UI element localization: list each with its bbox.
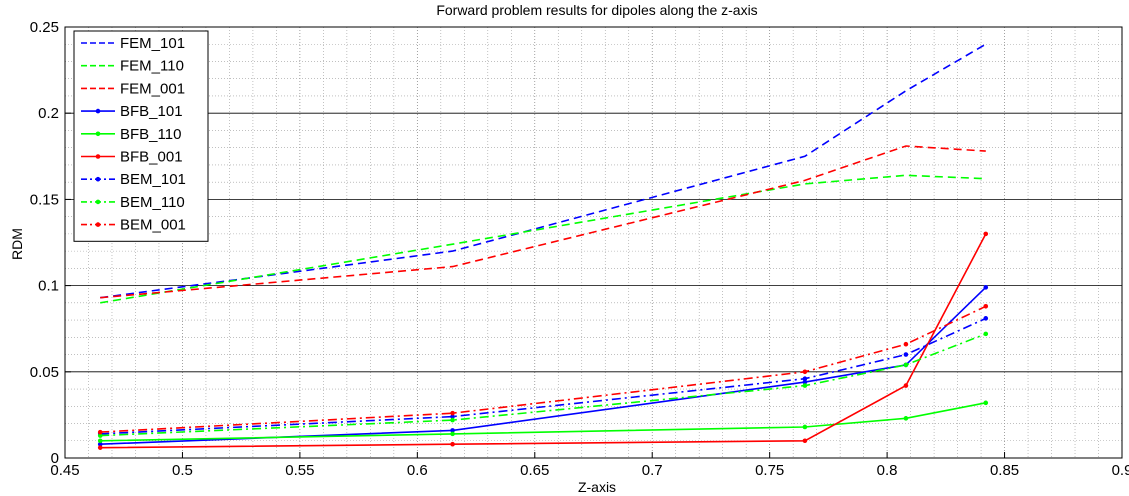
legend-entry: BFB_101: [81, 103, 183, 120]
legend-label: BEM_001: [120, 217, 186, 234]
data-point: [802, 438, 808, 444]
data-point: [903, 383, 909, 388]
data-point: [97, 433, 103, 438]
x-tick-label: 0.7: [642, 462, 663, 479]
data-point: [903, 362, 909, 368]
data-point: [450, 428, 455, 433]
legend-marker: [95, 131, 101, 137]
data-point: [450, 414, 455, 419]
legend-entry: BEM_110: [81, 194, 185, 211]
data-point: [983, 303, 989, 309]
series-fem-001: [100, 145, 986, 299]
x-tick-label: 0.75: [755, 462, 784, 479]
data-point: [802, 383, 808, 388]
data-point: [802, 379, 808, 385]
legend-marker: [95, 199, 101, 205]
legend-label: BFB_001: [120, 149, 183, 166]
data-point: [983, 331, 989, 337]
grid: [64, 27, 1123, 458]
legend-label: BEM_110: [120, 194, 185, 211]
data-point: [802, 376, 808, 381]
legend-marker: [95, 222, 101, 227]
series-bfb-110: [97, 400, 989, 444]
x-axis-label: Z-axis: [578, 479, 616, 495]
legend-label: FEM_110: [120, 58, 184, 75]
legend-entry: FEM_101: [81, 35, 185, 52]
data-point: [97, 438, 103, 444]
legend-label: BEM_101: [120, 171, 186, 188]
x-tick-label: 0.45: [50, 462, 79, 479]
data-point: [983, 316, 989, 321]
data-point: [97, 429, 103, 435]
y-tick-label: 0.2: [38, 105, 59, 122]
series-bem-110: [97, 331, 989, 438]
legend-entry: FEM_001: [81, 80, 185, 97]
series-line: [100, 174, 986, 304]
data-point: [97, 441, 103, 447]
legend-label: BFB_101: [120, 103, 183, 120]
x-tick-label: 0.85: [990, 462, 1019, 479]
x-tick-label: 0.8: [877, 462, 898, 479]
data-point: [97, 445, 103, 450]
data-point: [450, 441, 455, 447]
series-line: [100, 43, 987, 299]
data-point: [983, 231, 989, 237]
series-fem-101: [100, 43, 987, 299]
x-tick-label: 0.9: [1112, 462, 1129, 479]
series-fem-110: [100, 174, 986, 304]
plot-frame: [64, 26, 1123, 459]
x-tick-label: 0.6: [407, 462, 428, 479]
series-line: [100, 145, 986, 299]
legend-entry: FEM_110: [81, 58, 184, 75]
y-tick-label: 0.25: [30, 19, 59, 36]
data-point: [983, 285, 989, 290]
x-tick-label: 0.55: [285, 462, 314, 479]
series-bem-001: [97, 303, 989, 435]
legend: FEM_101 FEM_110 FEM_001 BFB_101 BFB_110 BFB_0…: [73, 30, 209, 242]
y-tick-label: 0.1: [38, 278, 59, 295]
legend-label: BFB_110: [120, 126, 181, 143]
chart-title: Forward problem results for dipoles alon…: [436, 2, 757, 18]
legend-label: FEM_001: [120, 80, 185, 97]
series-group: [97, 43, 989, 450]
data-point: [802, 424, 808, 430]
series-bfb-001: [97, 231, 989, 450]
legend-marker: [95, 108, 101, 114]
data-point: [450, 417, 455, 423]
legend-marker: [95, 176, 101, 182]
y-tick-label: 0: [51, 450, 59, 467]
x-tick-label: 0.65: [520, 462, 549, 479]
axis-ticks: 0.45 0.5 0.55 0.6 0.65 0.7 0.75 0.8 0.85 0.9 0 0.05…: [30, 19, 1129, 479]
legend-entry: BFB_001: [81, 149, 183, 166]
x-tick-label: 0.5: [172, 462, 193, 479]
data-point: [903, 341, 909, 347]
data-point: [903, 352, 909, 357]
y-tick-label: 0.15: [30, 191, 59, 208]
legend-entry: BEM_101: [81, 171, 186, 188]
data-point: [802, 369, 808, 375]
legend-box: [73, 30, 209, 242]
legend-entry: BFB_110: [81, 126, 181, 143]
y-tick-label: 0.05: [30, 364, 59, 381]
legend-marker: [95, 154, 101, 159]
y-axis-label: RDM: [9, 228, 25, 260]
legend-label: FEM_101: [120, 35, 185, 52]
data-point: [450, 431, 455, 437]
legend-entry: BEM_001: [81, 217, 186, 234]
data-point: [983, 400, 989, 406]
data-point: [903, 416, 909, 421]
data-point: [450, 410, 455, 416]
